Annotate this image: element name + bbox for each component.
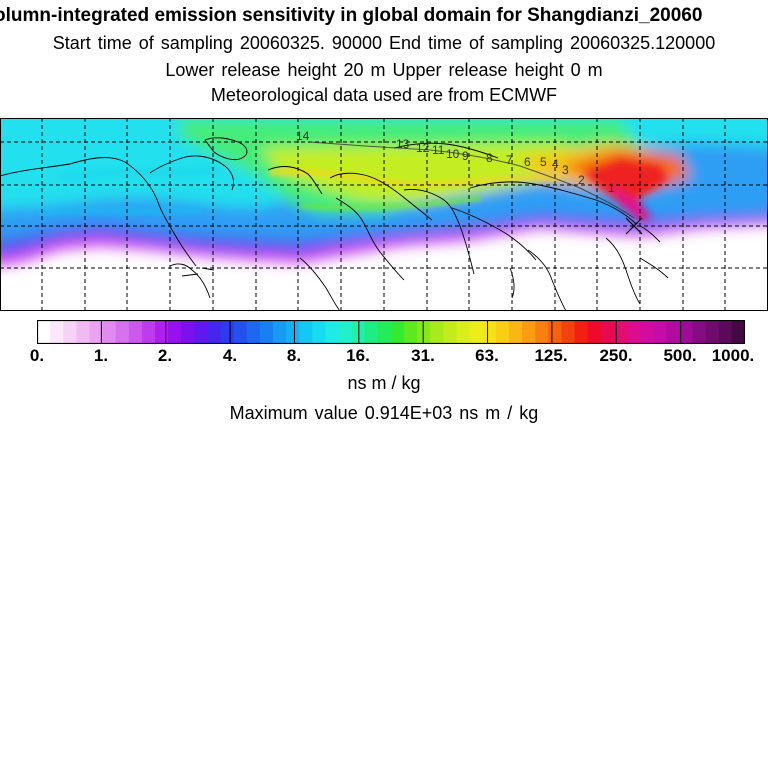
colorbar-swatch	[115, 320, 130, 344]
colorbar-swatch	[364, 320, 379, 344]
colorbar-swatch	[312, 320, 327, 344]
figure-title: olumn-integrated emission sensitivity in…	[0, 5, 703, 26]
colorbar-swatch	[653, 320, 667, 344]
colorbar-frame	[37, 320, 745, 344]
colorbar-swatch	[76, 320, 91, 344]
trajectory-label-1: 1	[608, 181, 615, 195]
colorbar-swatch	[535, 320, 549, 344]
colorbar-swatch	[574, 320, 589, 344]
colorbar-swatch	[299, 320, 313, 344]
colorbar-swatch	[141, 320, 156, 344]
receptor-x-marker	[625, 217, 643, 235]
colorbar-swatch	[325, 320, 340, 344]
trajectory-label-12: 12	[416, 141, 430, 155]
colorbar-swatch	[102, 320, 117, 344]
trajectory-label-13: 13	[396, 137, 410, 151]
colorbar-swatch	[155, 320, 169, 344]
met-data-line: Meteorological data used are from ECMWF	[210, 85, 558, 105]
colorbar-swatch	[286, 320, 300, 344]
colorbar-swatch	[220, 320, 235, 344]
colorbar-tick-0: 0.	[29, 346, 45, 365]
colorbar-swatch	[338, 320, 353, 344]
colorbar-swatch	[587, 320, 602, 344]
colorbar	[37, 320, 745, 344]
sampling-time-line: Start time of sampling 20060325. 90000 E…	[52, 33, 716, 53]
emission-sensitivity-map: 14 13 12 11 10 9 8 7 6 5 4 3 2 1	[0, 118, 768, 311]
colorbar-tick-7: 63.	[475, 346, 499, 365]
release-height-line: Lower release height 20 m Upper release …	[165, 60, 603, 80]
trajectory-label-7: 7	[506, 153, 513, 167]
colorbar-swatch	[50, 320, 64, 344]
colorbar-tick-8: 125.	[534, 346, 568, 365]
colorbar-swatch	[548, 320, 563, 344]
maximum-value-text: Maximum value 0.914E+03 ns m / kg	[229, 403, 539, 423]
colorbar-swatch	[679, 320, 694, 344]
colorbar-tick-11: 1000.	[711, 346, 755, 365]
trajectory-label-11: 11	[432, 143, 445, 157]
colorbar-swatch	[482, 320, 497, 344]
trajectory-path	[309, 141, 635, 219]
colorbar-tick-5: 16.	[346, 346, 370, 365]
colorbar-swatch	[233, 320, 248, 344]
colorbar-tick-9: 250.	[599, 346, 633, 365]
colorbar-swatch	[246, 320, 261, 344]
colorbar-swatch	[509, 320, 523, 344]
trajectory-label-9: 9	[462, 149, 469, 163]
colorbar-swatch	[181, 320, 195, 344]
colorbar-swatch	[417, 320, 431, 344]
colorbar-swatch	[377, 320, 392, 344]
colorbar-swatch	[640, 320, 654, 344]
colorbar-swatch	[89, 320, 104, 344]
colorbar-swatch	[456, 320, 471, 344]
colorbar-swatch	[391, 320, 405, 344]
trajectory-label-4: 4	[552, 157, 559, 171]
trajectory-label-8: 8	[486, 151, 493, 165]
colorbar-swatch	[627, 320, 641, 344]
colorbar-swatch	[613, 320, 628, 344]
colorbar-swatch	[207, 320, 222, 344]
colorbar-swatch	[430, 320, 445, 344]
colorbar-tick-4: 8.	[286, 346, 302, 365]
trajectory-label-6: 6	[524, 155, 531, 169]
trajectory-labels: 14 13 12 11 10 9 8 7 6 5 4 3 2 1	[296, 129, 615, 195]
sensitivity-streaks	[39, 166, 561, 216]
colorbar-swatch	[273, 320, 287, 344]
colorbar-swatch	[731, 320, 745, 344]
colorbar-tick-3: 4.	[222, 346, 238, 365]
colorbar-swatch	[469, 320, 484, 344]
colorbar-swatch	[522, 320, 536, 344]
colorbar-tick-6: 31.	[411, 346, 435, 365]
trajectory-label-3: 3	[562, 163, 569, 177]
colorbar-swatch	[37, 320, 51, 344]
trajectory-label-2: 2	[578, 173, 585, 187]
colorbar-units: ns m / kg	[347, 373, 421, 393]
colorbar-swatch	[128, 320, 143, 344]
colorbar-swatch	[168, 320, 182, 344]
trajectory-label-5: 5	[540, 155, 547, 169]
colorbar-swatch	[63, 320, 77, 344]
colorbar-swatch	[718, 320, 733, 344]
colorbar-swatch	[404, 320, 418, 344]
colorbar-swatch	[194, 320, 209, 344]
colorbar-swatch	[600, 320, 615, 344]
colorbar-tick-2: 2.	[157, 346, 173, 365]
coastlines	[0, 137, 669, 311]
colorbar-swatch	[443, 320, 458, 344]
colorbar-swatch	[705, 320, 720, 344]
colorbar-swatch	[495, 320, 510, 344]
colorbar-swatch	[561, 320, 576, 344]
colorbar-swatch	[259, 320, 274, 344]
colorbar-tick-10: 500.	[663, 346, 697, 365]
colorbar-swatch	[692, 320, 707, 344]
trajectory-label-10: 10	[446, 147, 460, 161]
colorbar-swatch	[666, 320, 681, 344]
colorbar-tick-1: 1.	[93, 346, 109, 365]
trajectory-label-14: 14	[296, 129, 310, 143]
